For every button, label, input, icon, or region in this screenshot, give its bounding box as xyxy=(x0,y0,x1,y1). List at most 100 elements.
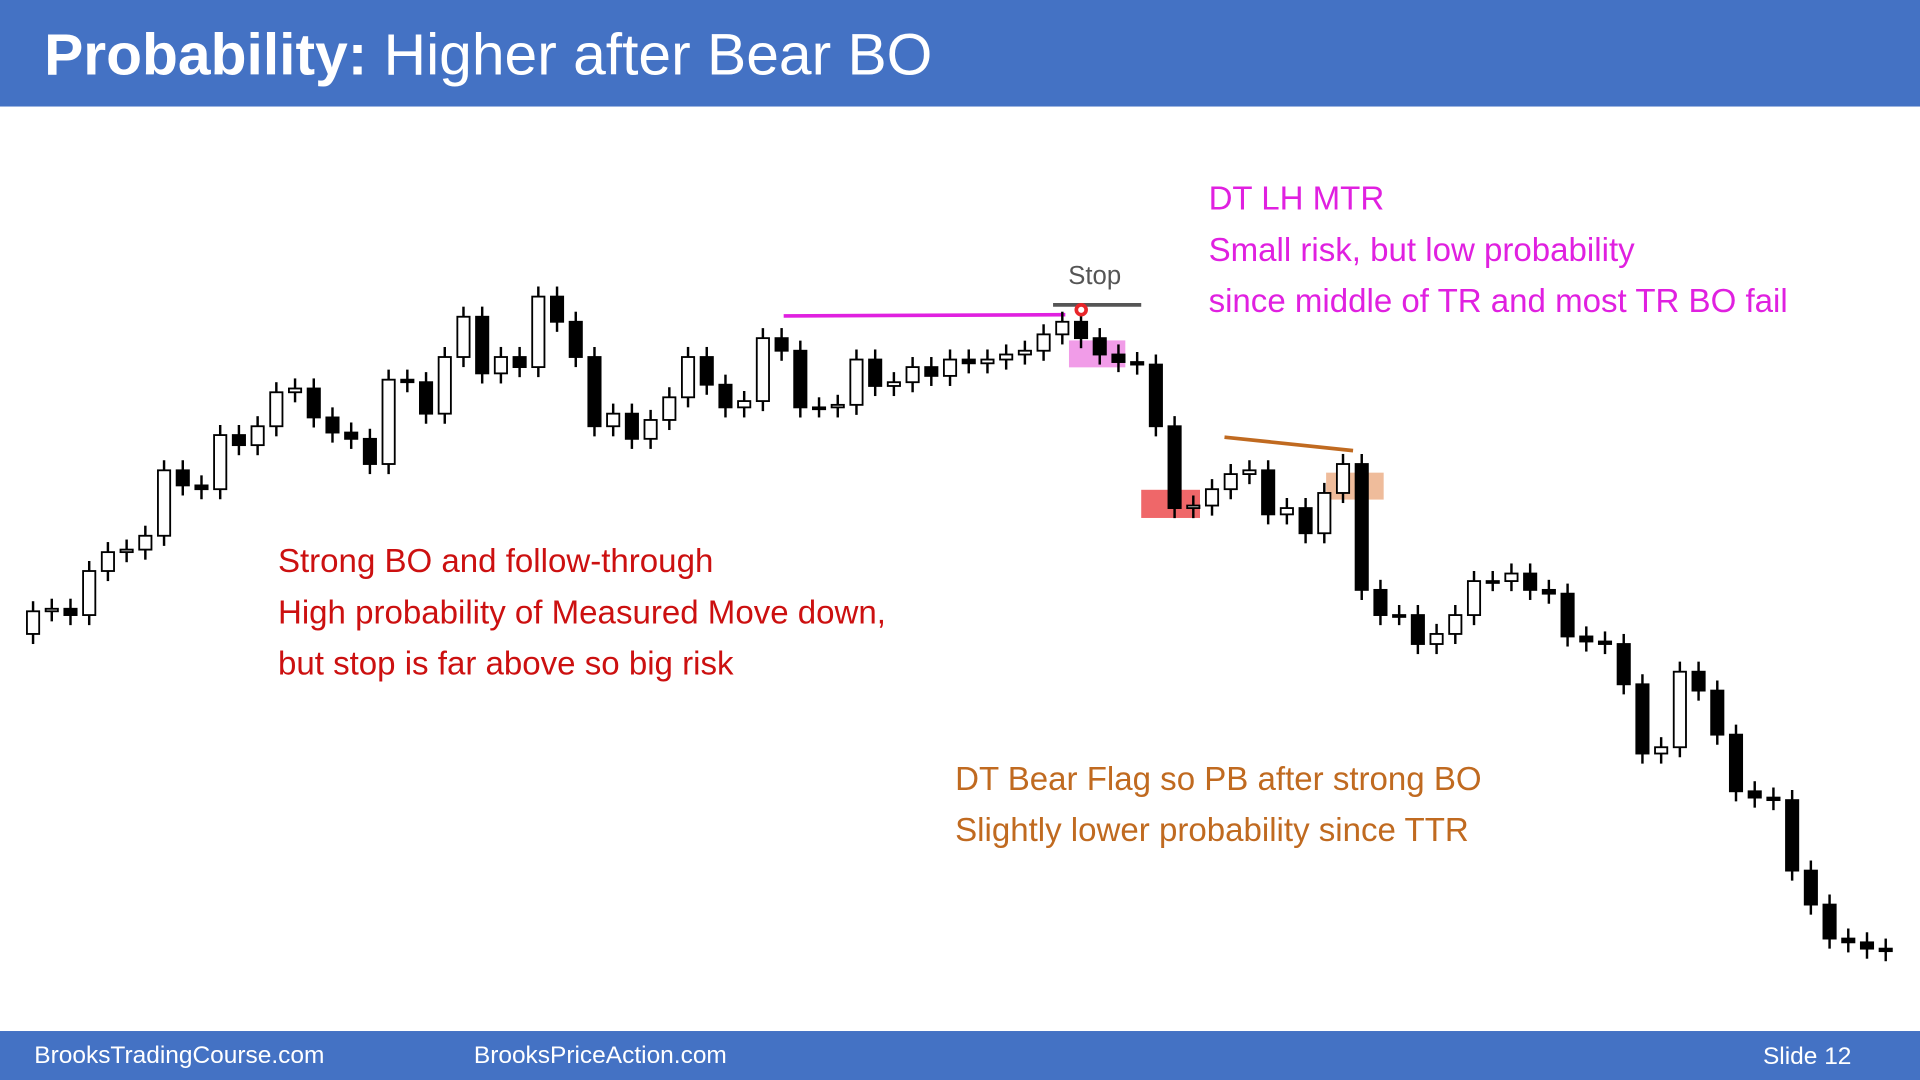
title-bold: Probability: xyxy=(44,23,367,88)
candle-body xyxy=(1073,320,1089,340)
candle-body xyxy=(1279,507,1294,516)
candle-body xyxy=(924,366,939,377)
candle-body xyxy=(1654,746,1669,755)
candle-body xyxy=(737,400,752,409)
note-line: but stop is far above so big risk xyxy=(278,646,734,683)
red-note: Strong BO and follow-through High probab… xyxy=(278,543,886,683)
candle-body xyxy=(1504,572,1519,582)
magenta-note: DT LH MTR Small risk, but low probabilit… xyxy=(1209,180,1788,320)
candle-body xyxy=(1878,947,1893,953)
candle-body xyxy=(624,412,639,440)
candle-body xyxy=(905,366,920,384)
candle-body xyxy=(1242,469,1257,476)
footer-middle: BrooksPriceAction.com xyxy=(474,1042,727,1069)
candle-body xyxy=(1710,689,1725,736)
candle-body xyxy=(475,315,490,375)
candle-body xyxy=(437,356,452,415)
candle-body xyxy=(868,358,883,387)
candle-body xyxy=(1766,796,1781,802)
candles xyxy=(26,286,1893,962)
brown-line xyxy=(1224,435,1354,453)
candle-body xyxy=(1635,683,1650,755)
candle-body xyxy=(512,356,527,369)
candle-body xyxy=(1597,640,1613,645)
candle-body xyxy=(886,381,901,387)
candle-body xyxy=(1728,733,1744,793)
candle-body xyxy=(288,387,303,394)
candle-body xyxy=(999,353,1014,361)
stop-dot xyxy=(1074,303,1088,317)
candle-body xyxy=(138,534,153,551)
candle-body xyxy=(1223,473,1238,491)
title-rest: Higher after Bear BO xyxy=(384,23,933,88)
candle-body xyxy=(849,358,864,406)
footer-bar xyxy=(0,1031,1920,1080)
candle-body xyxy=(961,358,976,365)
note-line: Small risk, but low probability xyxy=(1209,232,1636,269)
note-line: since middle of TR and most TR BO fail xyxy=(1209,283,1788,320)
candle-body xyxy=(400,378,415,384)
candle-body xyxy=(1017,349,1032,356)
candle-body xyxy=(680,356,696,399)
candle-body xyxy=(1672,670,1687,749)
candle-body xyxy=(1448,614,1463,635)
note-line: DT Bear Flag so PB after strong BO xyxy=(955,761,1482,798)
slide-number: Slide 12 xyxy=(1763,1043,1851,1070)
candle-body xyxy=(718,383,733,409)
candle-body xyxy=(1803,869,1818,906)
candle-body xyxy=(63,607,78,616)
candle-body xyxy=(344,431,359,440)
candle-body xyxy=(194,484,209,491)
candle-body xyxy=(1130,361,1145,366)
candle-body xyxy=(1148,363,1163,428)
candle-body xyxy=(1859,941,1875,950)
candle-body xyxy=(1485,580,1500,584)
candle-body xyxy=(306,387,321,419)
slide-title: Probability: Higher after Bear BO xyxy=(44,23,932,88)
header-bar xyxy=(0,0,1920,107)
candle-body xyxy=(1785,799,1800,872)
candle-body xyxy=(942,358,958,377)
brown-note: DT Bear Flag so PB after strong BO Sligh… xyxy=(955,761,1482,849)
candle-body xyxy=(1560,592,1575,638)
candle-body xyxy=(643,419,658,440)
candle-body xyxy=(381,378,396,465)
candle-body xyxy=(1541,588,1556,595)
note-line: Slightly lower probability since TTR xyxy=(955,812,1469,849)
candle-body xyxy=(1204,488,1220,507)
stop-label: Stop xyxy=(1068,262,1121,290)
note-line: High probability of Measured Move down, xyxy=(278,594,886,631)
candle-body xyxy=(1111,353,1126,363)
candle-body xyxy=(1335,463,1351,494)
candle-body xyxy=(1186,504,1201,509)
candle-body xyxy=(1392,614,1407,618)
candle-body xyxy=(1523,572,1538,591)
candle-body xyxy=(980,358,995,365)
candle-body xyxy=(1036,333,1051,352)
candle-body xyxy=(1167,425,1182,509)
candle-body xyxy=(1298,507,1313,535)
candle-body xyxy=(213,434,228,491)
candle-body xyxy=(587,356,602,428)
candle-body xyxy=(531,295,546,369)
candle-body xyxy=(1841,937,1856,944)
candle-body xyxy=(175,469,190,487)
candle-body xyxy=(606,412,621,428)
candle-body xyxy=(250,425,265,447)
note-line: DT LH MTR xyxy=(1209,180,1385,217)
candle-body xyxy=(830,403,845,409)
candle-body xyxy=(568,320,583,358)
candle-body xyxy=(774,337,789,352)
candle-body xyxy=(1092,337,1107,356)
candle-body xyxy=(1055,320,1070,336)
candle-body xyxy=(1354,463,1369,591)
candle-body xyxy=(325,416,340,434)
candle-body xyxy=(1410,614,1425,645)
candle-body xyxy=(82,570,97,616)
candle-body xyxy=(100,551,115,572)
candle-body xyxy=(662,396,677,421)
candle-body xyxy=(793,349,808,409)
candle-body xyxy=(1616,643,1631,686)
